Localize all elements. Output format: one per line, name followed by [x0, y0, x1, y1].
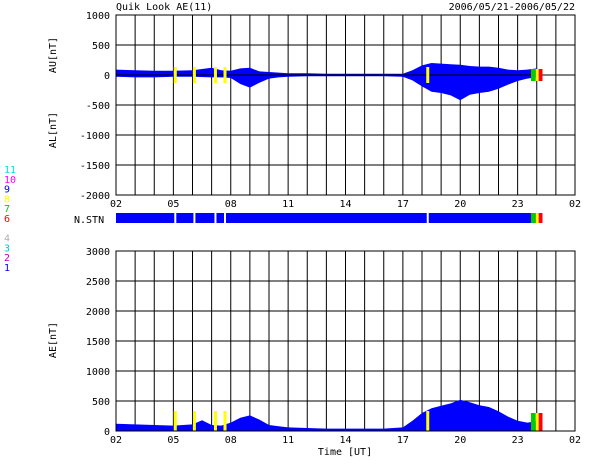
station-strip-end-segment — [535, 213, 539, 223]
y-tick-label: 1000 — [86, 11, 110, 22]
x-tick-label: 05 — [167, 199, 179, 210]
data-gap-marker — [223, 67, 227, 83]
station-legend-item: 9 — [4, 185, 10, 196]
data-gap-marker — [426, 411, 430, 431]
station-strip-gap — [426, 213, 429, 223]
station-count-end-marker — [531, 413, 536, 431]
station-strip-end-segment — [531, 213, 536, 223]
station-strip-label: N.STN — [74, 215, 104, 226]
x-tick-label: 11 — [282, 435, 294, 446]
y-tick-label: 1000 — [86, 367, 110, 378]
data-gap-marker — [192, 411, 196, 431]
station-legend-item: 7 — [4, 204, 10, 215]
x-tick-label: 20 — [454, 199, 466, 210]
station-count-end-marker — [535, 69, 539, 81]
series-area-al — [116, 75, 537, 101]
data-gap-marker — [223, 411, 227, 431]
y-tick-label: -1000 — [80, 131, 110, 142]
station-legend-item: 5 — [4, 224, 10, 235]
data-gap-marker — [213, 67, 217, 83]
station-count-end-marker — [538, 413, 543, 431]
ae-axis-label: AE[nT] — [48, 322, 59, 358]
station-strip-gap — [224, 213, 227, 223]
y-tick-label: 0 — [104, 427, 110, 438]
station-legend-item: 6 — [4, 214, 10, 225]
y-tick-label: 2500 — [86, 277, 110, 288]
station-legend-item: 4 — [4, 234, 10, 245]
station-strip-gap — [214, 213, 217, 223]
y-tick-label: -500 — [86, 101, 110, 112]
data-gap-marker — [192, 67, 196, 83]
x-tick-label: 20 — [454, 435, 466, 446]
y-tick-label: 3000 — [86, 247, 110, 258]
station-strip-panel — [116, 213, 543, 223]
x-tick-label: 14 — [339, 199, 351, 210]
data-gap-marker — [213, 411, 217, 431]
station-strip-end-segment — [538, 213, 543, 223]
x-axis-title: Time [UT] — [318, 447, 372, 458]
station-strip-gap — [174, 213, 177, 223]
x-tick-label: 23 — [512, 435, 524, 446]
x-tick-label: 14 — [339, 435, 351, 446]
station-legend-item: 8 — [4, 194, 10, 205]
x-tick-label: 08 — [225, 435, 237, 446]
x-tick-label: 17 — [397, 199, 409, 210]
data-gap-marker — [173, 67, 177, 83]
data-gap-marker — [426, 67, 430, 83]
y-tick-label: 2000 — [86, 307, 110, 318]
x-tick-label: 02 — [569, 199, 581, 210]
station-strip-gap — [193, 213, 196, 223]
y-tick-label: -1500 — [80, 161, 110, 172]
station-legend-item: 10 — [4, 175, 16, 186]
au-axis-label: AU[nT] — [48, 37, 59, 73]
y-tick-label: -2000 — [80, 191, 110, 202]
x-tick-label: 05 — [167, 435, 179, 446]
station-legend-item: 2 — [4, 253, 10, 264]
station-count-end-marker — [535, 413, 539, 431]
station-legend-item: 1 — [4, 263, 10, 274]
y-tick-label: 1500 — [86, 337, 110, 348]
x-tick-label: 02 — [110, 199, 122, 210]
date-range: 2006/05/21-2006/05/22 — [449, 2, 575, 13]
data-gap-marker — [173, 411, 177, 431]
series-area-au — [116, 63, 537, 75]
panel-frame — [115, 250, 576, 432]
series-area-ae — [116, 399, 537, 431]
station-count-end-marker — [531, 69, 536, 81]
y-tick-label: 500 — [92, 41, 110, 52]
station-legend-item: 3 — [4, 243, 10, 254]
station-count-end-marker — [538, 69, 543, 81]
x-tick-label: 23 — [512, 199, 524, 210]
x-tick-label: 02 — [110, 435, 122, 446]
x-tick-label: 02 — [569, 435, 581, 446]
x-tick-label: 17 — [397, 435, 409, 446]
y-tick-label: 0 — [104, 71, 110, 82]
station-legend-item: 11 — [4, 165, 16, 176]
chart-title: Quik Look AE(11) — [116, 2, 212, 13]
al-axis-label: AL[nT] — [48, 112, 59, 148]
y-tick-label: 500 — [92, 397, 110, 408]
panel-frame — [115, 14, 576, 196]
x-tick-label: 11 — [282, 199, 294, 210]
x-tick-label: 08 — [225, 199, 237, 210]
station-strip-segment — [116, 213, 537, 223]
